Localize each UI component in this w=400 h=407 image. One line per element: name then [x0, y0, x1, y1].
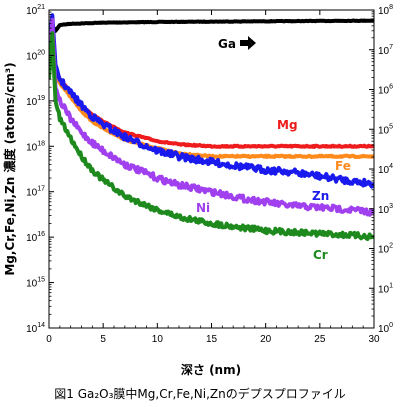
- y-right-tick-label: 102: [378, 243, 393, 256]
- y-right-tick-label: 103: [378, 203, 393, 216]
- y-right-tick-label: 105: [378, 123, 393, 136]
- y-right-tick-label: 104: [378, 163, 393, 176]
- arrow-right-icon: [240, 36, 256, 50]
- plot-frame: [48, 9, 375, 329]
- x-tick-label: 5: [100, 334, 106, 345]
- y-right-tick-label: 108: [378, 4, 393, 17]
- y-left-tick-label: 1021: [26, 4, 45, 17]
- y-axis-title: Mg,Cr,Fe,Ni,Zn 濃度 (atoms/cm³): [2, 62, 17, 275]
- y-left-tick-label: 1016: [26, 231, 45, 244]
- x-tick-label: 15: [206, 334, 218, 345]
- series-label-fe: Fe: [335, 159, 351, 173]
- figure-caption: 図1 Ga₂O₃膜中Mg,Cr,Fe,Ni,Znのデプスプロファイル: [54, 387, 346, 401]
- series-line-ga: [49, 18, 374, 62]
- x-tick-label: 25: [314, 334, 326, 345]
- y-right-tick-label: 107: [378, 44, 393, 57]
- series-label-zn: Zn: [312, 189, 329, 203]
- y-left-tick-label: 1020: [26, 49, 45, 62]
- x-tick-label: 30: [368, 334, 380, 345]
- y-left-tick-label: 1015: [26, 277, 45, 290]
- series-line-fe: [49, 39, 374, 159]
- series-line-ni: [49, 17, 374, 217]
- x-tick-label: 10: [152, 334, 164, 345]
- x-tick-label: 0: [46, 334, 52, 345]
- y-right-tick-label: 101: [378, 282, 393, 295]
- series-line-zn: [49, 13, 374, 189]
- y-right-tick-label: 106: [378, 84, 393, 97]
- series-label-ni: Ni: [196, 201, 210, 215]
- series-label-cr: Cr: [313, 248, 328, 262]
- y-left-tick-label: 1019: [26, 95, 45, 108]
- x-tick-label: 20: [260, 334, 272, 345]
- y-right-tick-label: 100: [378, 322, 393, 335]
- y-left-tick-label: 1018: [26, 140, 45, 153]
- series-label-mg: Mg: [277, 118, 298, 132]
- y-left-tick-label: 1017: [26, 186, 45, 199]
- series-label-ga: Ga: [218, 37, 236, 51]
- series-line-cr: [49, 31, 374, 241]
- series-line-mg: [49, 39, 374, 149]
- y-left-tick-label: 1014: [26, 322, 45, 335]
- x-axis-title: 深さ (nm): [181, 362, 241, 377]
